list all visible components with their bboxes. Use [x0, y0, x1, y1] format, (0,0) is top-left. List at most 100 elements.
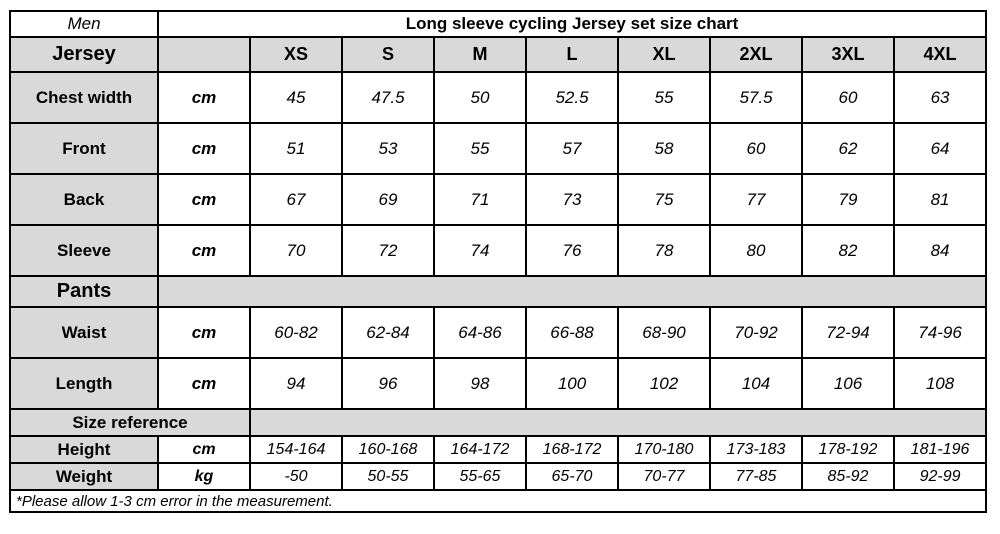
size-header-4xl: 4XL: [892, 36, 988, 73]
value-cell: 164-172: [433, 435, 527, 464]
value-cell: 74-96: [892, 306, 988, 359]
value-cell: -50: [249, 462, 343, 491]
table-row: Length cm 94 96 98 100 102 104 106 108: [9, 357, 988, 410]
table-row: Pants: [9, 275, 988, 308]
value-cell: 72: [341, 224, 435, 277]
value-cell: 82: [801, 224, 895, 277]
value-cell: 67: [249, 173, 343, 226]
pants-section-spacer: [156, 275, 988, 308]
table-row: *Please allow 1-3 cm error in the measur…: [8, 489, 988, 513]
unit-cell: cm: [157, 306, 251, 359]
value-cell: 102: [617, 357, 711, 410]
table-row: Men Long sleeve cycling Jersey set size …: [9, 10, 988, 38]
value-cell: 73: [525, 173, 619, 226]
size-header-xs: XS: [249, 36, 343, 73]
value-cell: 75: [617, 173, 711, 226]
value-cell: 181-196: [892, 435, 988, 464]
value-cell: 100: [525, 357, 619, 410]
value-cell: 70-92: [709, 306, 803, 359]
table-row: Back cm 67 69 71 73 75 77 79 81: [9, 173, 988, 226]
value-cell: 63: [892, 71, 988, 124]
size-header-xl: XL: [617, 36, 711, 73]
value-cell: 60: [801, 71, 895, 124]
size-header-2xl: 2XL: [709, 36, 803, 73]
value-cell: 85-92: [801, 462, 895, 491]
unit-cell: cm: [157, 357, 251, 410]
section-label-pants: Pants: [9, 275, 159, 308]
value-cell: 160-168: [341, 435, 435, 464]
unit-cell: cm: [157, 173, 251, 226]
value-cell: 154-164: [249, 435, 343, 464]
value-cell: 76: [525, 224, 619, 277]
men-corner-cell: Men: [9, 10, 159, 38]
value-cell: 108: [892, 357, 988, 410]
value-cell: 77: [709, 173, 803, 226]
value-cell: 66-88: [525, 306, 619, 359]
value-cell: 50: [433, 71, 527, 124]
row-label-height: Height: [9, 435, 159, 464]
value-cell: 52.5: [525, 71, 619, 124]
value-cell: 55-65: [433, 462, 527, 491]
value-cell: 84: [892, 224, 988, 277]
value-cell: 104: [709, 357, 803, 410]
row-label-sleeve: Sleeve: [9, 224, 159, 277]
section-label-size-reference: Size reference: [9, 408, 251, 437]
value-cell: 65-70: [525, 462, 619, 491]
row-label-chest-width: Chest width: [9, 71, 159, 124]
value-cell: 77-85: [709, 462, 803, 491]
value-cell: 50-55: [341, 462, 435, 491]
value-cell: 51: [249, 122, 343, 175]
value-cell: 72-94: [801, 306, 895, 359]
table-row: Height cm 154-164 160-168 164-172 168-17…: [9, 435, 988, 464]
value-cell: 74: [433, 224, 527, 277]
unit-cell: cm: [157, 224, 251, 277]
table-row: Sleeve cm 70 72 74 76 78 80 82 84: [9, 224, 988, 277]
size-header-l: L: [525, 36, 619, 73]
size-header-m: M: [433, 36, 527, 73]
row-label-waist: Waist: [9, 306, 159, 359]
row-label-weight: Weight: [9, 462, 159, 491]
value-cell: 47.5: [341, 71, 435, 124]
row-label-front: Front: [9, 122, 159, 175]
unit-cell: cm: [157, 435, 251, 464]
value-cell: 64: [892, 122, 988, 175]
value-cell: 60-82: [249, 306, 343, 359]
value-cell: 57.5: [709, 71, 803, 124]
size-header-s: S: [341, 36, 435, 73]
table-row: Size reference: [9, 408, 988, 437]
value-cell: 94: [249, 357, 343, 410]
value-cell: 58: [617, 122, 711, 175]
value-cell: 96: [341, 357, 435, 410]
value-cell: 69: [341, 173, 435, 226]
value-cell: 168-172: [525, 435, 619, 464]
value-cell: 178-192: [801, 435, 895, 464]
value-cell: 81: [892, 173, 988, 226]
unit-cell: kg: [157, 462, 251, 491]
value-cell: 80: [709, 224, 803, 277]
value-cell: 98: [433, 357, 527, 410]
value-cell: 60: [709, 122, 803, 175]
size-chart-table: Men Long sleeve cycling Jersey set size …: [8, 10, 988, 513]
measurement-footnote: *Please allow 1-3 cm error in the measur…: [8, 489, 988, 513]
value-cell: 45: [249, 71, 343, 124]
value-cell: 92-99: [892, 462, 988, 491]
value-cell: 64-86: [433, 306, 527, 359]
value-cell: 62: [801, 122, 895, 175]
value-cell: 78: [617, 224, 711, 277]
value-cell: 70: [249, 224, 343, 277]
value-cell: 170-180: [617, 435, 711, 464]
unit-cell: cm: [157, 122, 251, 175]
value-cell: 55: [433, 122, 527, 175]
empty-header-cell: [157, 36, 251, 73]
table-row: Front cm 51 53 55 57 58 60 62 64: [9, 122, 988, 175]
value-cell: 53: [341, 122, 435, 175]
row-label-length: Length: [9, 357, 159, 410]
size-header-3xl: 3XL: [801, 36, 895, 73]
unit-cell: cm: [157, 71, 251, 124]
table-row: Weight kg -50 50-55 55-65 65-70 70-77 77…: [9, 462, 988, 491]
value-cell: 79: [801, 173, 895, 226]
table-row: Waist cm 60-82 62-84 64-86 66-88 68-90 7…: [9, 306, 988, 359]
table-row: Chest width cm 45 47.5 50 52.5 55 57.5 6…: [9, 71, 988, 124]
value-cell: 62-84: [341, 306, 435, 359]
value-cell: 57: [525, 122, 619, 175]
